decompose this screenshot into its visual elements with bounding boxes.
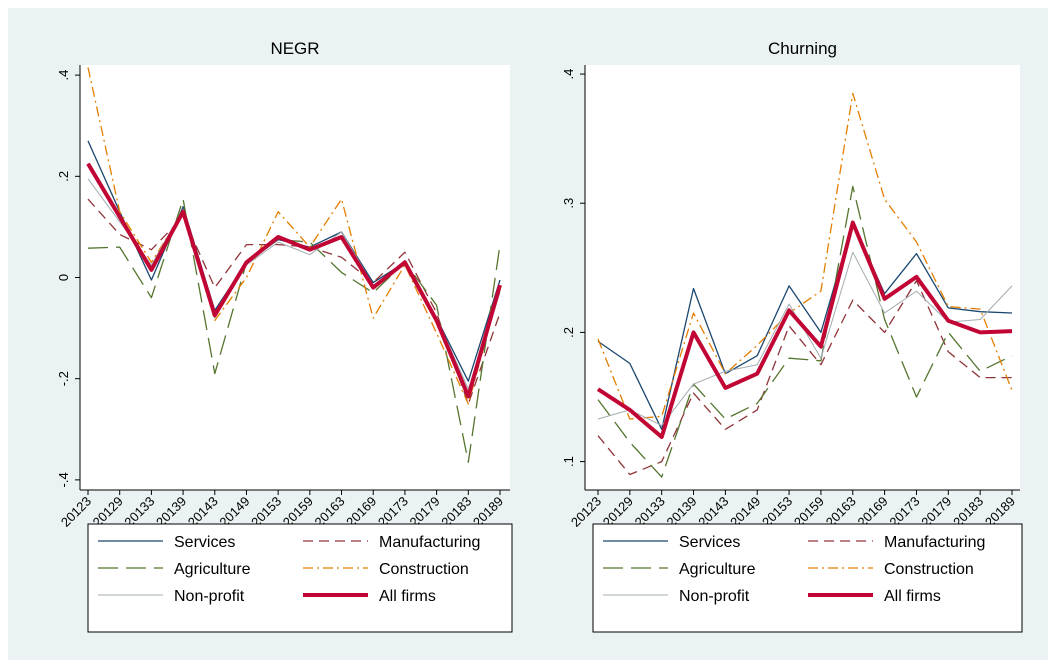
legend-label: Non-profit (679, 588, 750, 605)
legend-label: Non-profit (174, 588, 245, 605)
series-line (597, 221, 1013, 430)
y-tick-label: -.4 (56, 472, 71, 487)
y-tick-label: .3 (561, 198, 576, 209)
legend-label: All firms (884, 588, 941, 605)
legend-label: Agriculture (679, 561, 756, 578)
y-tick-label: .4 (56, 70, 71, 81)
series-line (596, 220, 1013, 439)
legend-label: Services (679, 534, 740, 551)
legend-box (87, 523, 513, 633)
series-line (87, 198, 501, 463)
series-line (597, 185, 1013, 478)
series-line (86, 162, 502, 399)
y-tick-label: .2 (56, 171, 71, 182)
series-line (597, 280, 1012, 476)
legend-box (592, 523, 1023, 633)
y-tick-label: 0 (56, 274, 71, 281)
legend-label: Construction (884, 561, 974, 578)
series-line (87, 198, 501, 405)
legend-label: Services (174, 534, 235, 551)
legend-label: Manufacturing (884, 534, 985, 551)
y-tick-label: .1 (561, 456, 576, 467)
plot-region (80, 65, 510, 490)
chart-title: Churning (768, 39, 837, 58)
y-tick-label: .4 (561, 69, 576, 80)
y-tick-label: -.2 (56, 371, 71, 386)
legend-label: Construction (379, 561, 469, 578)
legend-label: Manufacturing (379, 534, 480, 551)
legend-label: Agriculture (174, 561, 251, 578)
legend-label: All firms (379, 588, 436, 605)
chart-title: NEGR (270, 39, 319, 58)
series-line (597, 92, 1013, 420)
y-tick-label: .2 (561, 327, 576, 338)
